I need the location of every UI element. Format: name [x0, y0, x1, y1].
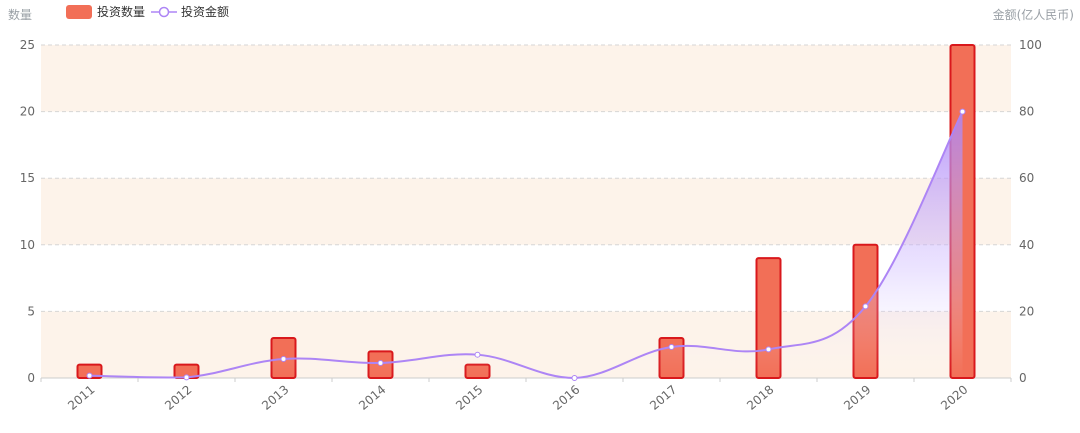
line-point: [959, 108, 966, 115]
y-tick-label-left: 5: [27, 304, 35, 318]
y-axis-right-title: 金额(亿人民币): [992, 8, 1074, 22]
y-tick-label-left: 15: [20, 171, 35, 185]
line-point: [280, 356, 287, 363]
legend-label-amount: 投资金额: [181, 5, 230, 19]
line-point: [668, 344, 675, 351]
y-tick-label-left: 0: [27, 371, 35, 385]
y-tick-label-right: 20: [1019, 304, 1034, 318]
legend-label-count: 投资数量: [97, 5, 146, 19]
x-tick-label: 2013: [259, 382, 291, 412]
legend-line-swatch-icon: [151, 6, 178, 17]
legend-bar-swatch-icon: [66, 4, 92, 19]
line-point: [474, 351, 481, 358]
y-tick-label-right: 0: [1019, 371, 1027, 385]
x-tick-label: 2018: [744, 382, 776, 412]
series-line: [89, 111, 964, 380]
y-tick-label-right: 60: [1019, 171, 1034, 185]
line-point: [86, 372, 93, 379]
background-band: [41, 178, 1011, 245]
x-tick-label: 2015: [453, 382, 485, 412]
legend-item-count[interactable]: 投资数量: [66, 3, 145, 20]
line-point: [183, 374, 190, 381]
line-point: [765, 346, 772, 353]
y-axis-left-title: 数量: [8, 8, 33, 22]
x-tick-label: 2014: [356, 382, 388, 412]
x-tick-label: 2020: [938, 382, 970, 412]
legend: 投资数量 投资金额: [66, 3, 235, 20]
line-point: [571, 375, 578, 381]
y-tick-label-right: 40: [1019, 238, 1034, 252]
line-point: [862, 303, 869, 310]
x-tick-label: 2016: [550, 382, 582, 412]
x-tick-label: 2017: [647, 382, 679, 412]
y-tick-label-left: 10: [20, 238, 35, 252]
y-tick-label-right: 80: [1019, 105, 1034, 119]
x-tick-label: 2019: [841, 382, 873, 412]
y-tick-label-right: 100: [1019, 38, 1042, 52]
x-tick-label: 2011: [65, 382, 97, 412]
legend-item-amount[interactable]: 投资金额: [151, 3, 229, 20]
line-area: [89, 111, 963, 378]
x-tick-label: 2012: [162, 382, 194, 412]
background-band: [41, 45, 1011, 112]
y-tick-label-left: 25: [20, 38, 35, 52]
line-point: [377, 360, 384, 367]
y-tick-label-left: 20: [20, 105, 35, 119]
